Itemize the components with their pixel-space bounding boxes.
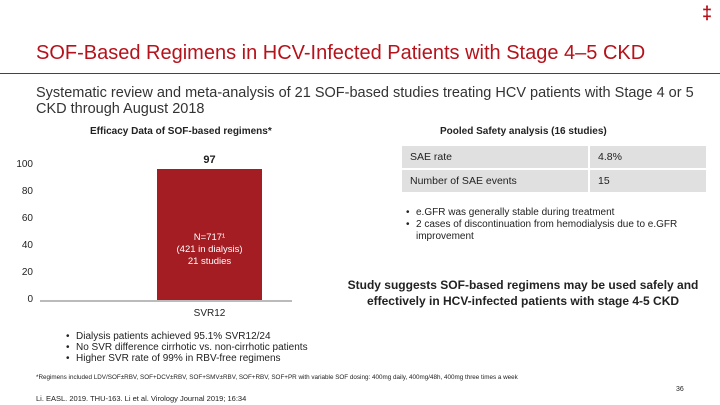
y-tick-label: 20 <box>21 267 33 278</box>
list-item: 2 cases of discontinuation from hemodial… <box>406 219 701 243</box>
efficacy-title: Efficacy Data of SOF-based regimens* <box>90 126 272 137</box>
y-tick-label: 100 <box>16 159 33 170</box>
y-tick-label: 80 <box>21 186 33 197</box>
table-row: SAE rate 4.8% <box>402 146 706 168</box>
slide-subtitle: Systematic review and meta-analysis of 2… <box>36 85 694 117</box>
x-category-label: SVR12 <box>193 308 226 319</box>
slide-title: SOF-Based Regimens in HCV-Infected Patie… <box>36 42 646 64</box>
y-tick-label: 0 <box>27 294 33 305</box>
svr-bullet-list: Dialysis patients achieved 95.1% SVR12/2… <box>66 331 356 364</box>
page-number: 36 <box>676 386 684 393</box>
dagger-mark: ‡ <box>701 3 712 23</box>
study-conclusion: Study suggests SOF-based regimens may be… <box>347 278 699 308</box>
title-divider <box>0 73 720 74</box>
svr12-bar <box>157 169 262 300</box>
list-item: Dialysis patients achieved 95.1% SVR12/2… <box>66 331 356 342</box>
safety-label: Number of SAE events <box>402 170 588 192</box>
svr12-bar-text: N=717¹ (421 in dialysis) 21 studies <box>160 232 260 268</box>
bar-text-line: (421 in dialysis) <box>176 244 243 255</box>
safety-title: Pooled Safety analysis (16 studies) <box>440 126 607 137</box>
svr12-data-label: 97 <box>203 154 216 167</box>
bar-text-line: 21 studies <box>187 256 232 267</box>
safety-bullet-list: e.GFR was generally stable during treatm… <box>406 207 701 243</box>
bar-text-line: N=717¹ <box>193 232 226 243</box>
y-tick-label: 60 <box>21 213 33 224</box>
safety-label: SAE rate <box>402 146 588 168</box>
list-item: No SVR difference cirrhotic vs. non-cirr… <box>66 342 356 353</box>
safety-value: 15 <box>590 170 706 192</box>
citation: Li. EASL. 2019. THU-163. Li et al. Virol… <box>36 394 247 403</box>
y-tick-label: 40 <box>21 240 33 251</box>
footnote: *Regimens included LDV/SOF±RBV, SOF+DCV±… <box>36 374 518 381</box>
list-item: e.GFR was generally stable during treatm… <box>406 207 701 219</box>
efficacy-chart: 0 20 40 60 80 100 97 N=717¹ (421 in dial… <box>0 0 300 340</box>
safety-table: SAE rate 4.8% Number of SAE events 15 <box>400 144 708 194</box>
x-axis-line <box>40 300 292 302</box>
list-item: Higher SVR rate of 99% in RBV-free regim… <box>66 353 356 364</box>
table-row: Number of SAE events 15 <box>402 170 706 192</box>
safety-value: 4.8% <box>590 146 706 168</box>
